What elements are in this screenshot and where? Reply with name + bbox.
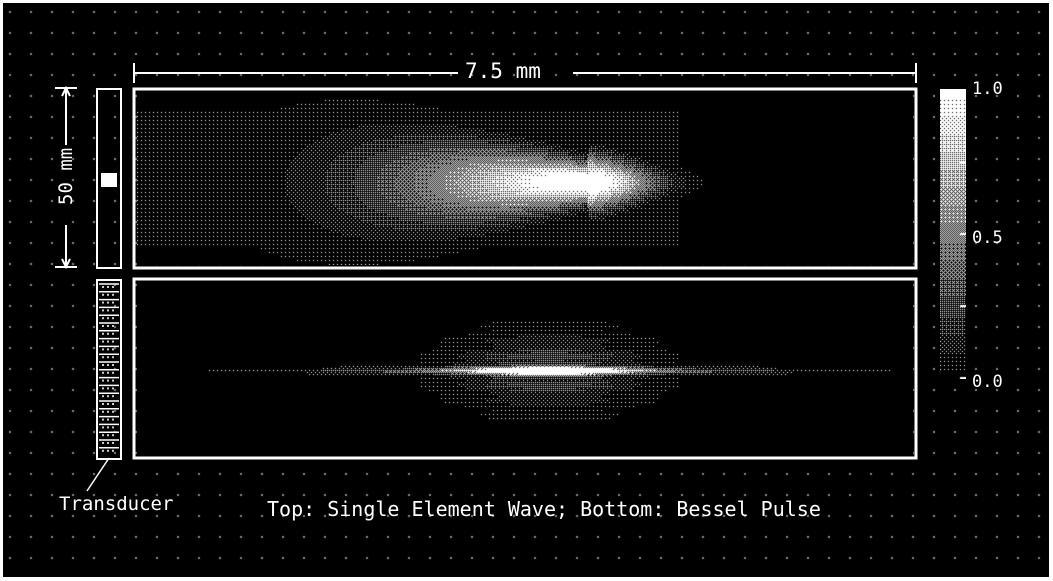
array-transducer-element-dot bbox=[107, 379, 109, 382]
array-transducer-element-dot bbox=[112, 364, 114, 366]
array-transducer-element-dot bbox=[112, 395, 114, 398]
colorbar-tick-label-mid: 0.5 bbox=[972, 228, 1003, 248]
array-transducer-element-dot bbox=[112, 403, 114, 405]
array-transducer-element-dot bbox=[102, 434, 104, 437]
array-transducer-element-dot bbox=[102, 348, 104, 351]
array-transducer-element-dot bbox=[102, 418, 104, 421]
array-transducer-element-dot bbox=[107, 442, 109, 444]
array-transducer-element-dot bbox=[112, 371, 114, 374]
array-transducer-element-dot bbox=[102, 293, 104, 296]
array-transducer-element-dot bbox=[102, 442, 104, 444]
array-transducer-element-dot bbox=[112, 293, 114, 296]
array-transducer-element-dot bbox=[112, 434, 114, 437]
colorbar bbox=[940, 89, 966, 379]
array-transducer-element-dot bbox=[102, 317, 104, 320]
array-transducer-element-dot bbox=[102, 371, 104, 374]
panel-top-frame bbox=[132, 87, 918, 270]
array-transducer-element-dot bbox=[112, 286, 114, 288]
figure-graphics bbox=[55, 63, 918, 492]
width-dimension bbox=[133, 63, 917, 83]
height-dimension bbox=[55, 85, 77, 270]
colorbar-tick-label-min: 0.0 bbox=[972, 372, 1003, 392]
array-transducer-element-dot bbox=[102, 403, 104, 405]
array-transducer-element-dot bbox=[102, 301, 104, 304]
array-transducer-element-dot bbox=[107, 364, 109, 366]
array-transducer-element-dot bbox=[112, 356, 114, 359]
array-transducer-element-dot bbox=[102, 356, 104, 359]
single-element-transducer-element bbox=[101, 173, 117, 187]
array-transducer-element-dot bbox=[107, 418, 109, 421]
array-transducer-element-dot bbox=[112, 340, 114, 343]
array-transducer-element-dot bbox=[102, 340, 104, 343]
height-dimension-top-arrow bbox=[61, 85, 71, 97]
array-transducer-element-dot bbox=[107, 340, 109, 343]
height-dimension-bottom-arrow bbox=[61, 258, 71, 270]
array-transducer-element-dot bbox=[107, 395, 109, 398]
array-transducer-element-dot bbox=[102, 364, 104, 366]
figure-caption: Top: Single Element Wave; Bottom: Bessel… bbox=[267, 497, 821, 521]
array-transducer-element-dot bbox=[102, 410, 104, 413]
array-transducer-element-dot bbox=[107, 434, 109, 437]
array-transducer-element-dot bbox=[107, 325, 109, 327]
array-transducer-element-dot bbox=[107, 449, 109, 452]
array-transducer-element-dot bbox=[112, 410, 114, 413]
array-transducer-element-dot bbox=[102, 332, 104, 335]
width-dimension-label: 7.5 mm bbox=[465, 59, 541, 83]
array-transducer-element-dot bbox=[102, 286, 104, 288]
array-transducer-element-dot bbox=[112, 426, 114, 429]
array-transducer-element-dot bbox=[107, 301, 109, 304]
array-transducer-element-dot bbox=[107, 403, 109, 405]
array-transducer-element-dot bbox=[107, 426, 109, 429]
array-transducer-element-dot bbox=[112, 379, 114, 382]
array-transducer-element-dot bbox=[112, 325, 114, 327]
array-transducer-element-dot bbox=[102, 325, 104, 327]
array-transducer-element-dot bbox=[112, 387, 114, 390]
array-transducer-element-dot bbox=[102, 309, 104, 312]
array-transducer-element-dot bbox=[102, 387, 104, 390]
array-transducer-element-dot bbox=[112, 348, 114, 351]
array-transducer-element-dot bbox=[102, 449, 104, 452]
array-transducer-element-dot bbox=[102, 426, 104, 429]
single-element-wave-field bbox=[137, 92, 913, 265]
bessel-pulse-field bbox=[137, 282, 913, 455]
array-transducer-element-dot bbox=[107, 410, 109, 413]
figure-canvas: 7.5 mm 50 mm Transducer Top: Single Elem… bbox=[3, 3, 1049, 577]
array-transducer-element-dot bbox=[112, 332, 114, 335]
array-transducer-element-dot bbox=[102, 395, 104, 398]
array-transducer-element-dot bbox=[107, 293, 109, 296]
array-transducer-element-dot bbox=[112, 301, 114, 304]
array-transducer-element-dot bbox=[112, 309, 114, 312]
array-transducer-element-dot bbox=[107, 387, 109, 390]
height-dimension-label: 50 mm bbox=[55, 147, 77, 205]
array-transducer-element-dot bbox=[107, 356, 109, 359]
array-transducer-element-dot bbox=[107, 332, 109, 335]
array-transducer-element-dot bbox=[112, 317, 114, 320]
array-transducer-element-dot bbox=[112, 442, 114, 444]
array-transducer-element-dot bbox=[102, 379, 104, 382]
array-transducer-element-dot bbox=[112, 418, 114, 421]
array-transducer-element-dot bbox=[107, 371, 109, 374]
array-transducer-element-dot bbox=[107, 309, 109, 312]
transducer-label-leader bbox=[86, 457, 110, 492]
panel-bottom-frame bbox=[132, 277, 918, 460]
colorbar-tick-label-max: 1.0 bbox=[972, 79, 1003, 99]
array-transducer-element-dot bbox=[107, 348, 109, 351]
array-transducer-element-dot bbox=[107, 286, 109, 288]
array-transducer bbox=[96, 279, 122, 460]
single-element-transducer-outline bbox=[96, 88, 122, 269]
single-element-transducer bbox=[96, 88, 122, 269]
array-transducer-element-dot bbox=[112, 449, 114, 452]
array-transducer-element-dot bbox=[107, 317, 109, 320]
transducer-label: Transducer bbox=[59, 493, 174, 515]
